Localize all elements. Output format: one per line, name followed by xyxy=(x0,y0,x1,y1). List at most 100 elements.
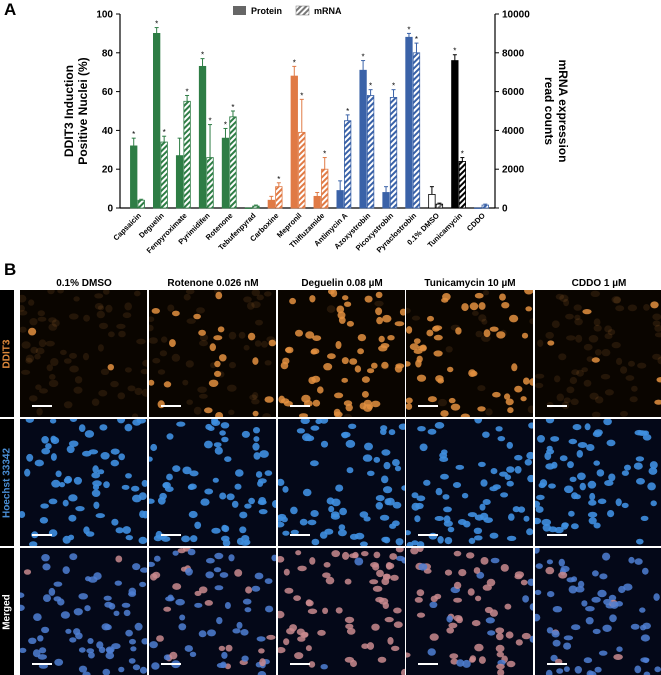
nucleus xyxy=(20,305,25,312)
nucleus xyxy=(110,459,120,467)
nucleus xyxy=(585,617,594,625)
nucleus xyxy=(595,396,604,404)
microscopy-column-title: Deguelin 0.08 µM xyxy=(301,278,383,289)
nucleus xyxy=(341,431,351,438)
nucleus xyxy=(43,594,51,602)
nucleus xyxy=(401,485,405,491)
nucleus xyxy=(654,324,661,332)
nucleus xyxy=(462,659,471,668)
nucleus xyxy=(97,344,104,352)
nucleus xyxy=(529,318,533,325)
nucleus xyxy=(214,360,221,368)
nucleus xyxy=(224,456,232,462)
nucleus xyxy=(652,353,661,360)
nucleus xyxy=(63,358,72,364)
nucleus xyxy=(561,522,569,530)
nucleus xyxy=(341,377,348,383)
panel-b-label: B xyxy=(4,260,17,279)
nucleus xyxy=(433,334,443,341)
microscopy-column-title: Tunicamycin 10 µM xyxy=(424,278,516,289)
nucleus xyxy=(546,559,553,565)
nucleus xyxy=(41,448,51,455)
nucleus xyxy=(649,461,658,469)
nucleus xyxy=(411,492,419,499)
nucleus xyxy=(63,477,72,484)
nucleus xyxy=(586,444,595,451)
nucleus xyxy=(383,573,391,580)
nucleus xyxy=(496,663,505,670)
nucleus xyxy=(398,423,405,430)
nucleus xyxy=(361,376,370,383)
nucleus xyxy=(361,643,369,649)
nucleus xyxy=(226,493,235,501)
nucleus xyxy=(427,648,436,656)
nucleus xyxy=(373,551,381,559)
nucleus xyxy=(621,470,629,476)
nucleus xyxy=(128,658,136,664)
nucleus xyxy=(577,580,585,588)
nucleus xyxy=(499,293,506,301)
nucleus xyxy=(92,484,100,491)
nucleus xyxy=(229,361,236,369)
nucleus xyxy=(199,393,208,399)
nucleus xyxy=(228,409,235,415)
nucleus xyxy=(475,595,482,602)
nucleus xyxy=(342,295,349,301)
nucleus xyxy=(426,329,434,337)
nucleus xyxy=(69,553,78,561)
nucleus xyxy=(558,558,565,567)
nucleus xyxy=(482,290,490,296)
nucleus xyxy=(656,378,661,384)
nucleus xyxy=(621,502,629,509)
nucleus xyxy=(317,386,324,394)
nucleus xyxy=(497,669,505,675)
nucleus xyxy=(367,368,375,374)
nucleus xyxy=(643,671,651,675)
nucleus xyxy=(419,344,427,352)
nucleus xyxy=(163,654,171,661)
nucleus xyxy=(204,440,213,449)
nucleus xyxy=(637,362,647,369)
nucleus xyxy=(236,621,243,629)
nucleus xyxy=(254,572,264,580)
nucleus xyxy=(251,301,261,309)
nucleus xyxy=(450,658,459,665)
nucleus xyxy=(618,585,626,594)
nucleus xyxy=(564,485,574,494)
nucleus xyxy=(49,374,56,380)
nucleus xyxy=(258,648,265,654)
nucleus xyxy=(284,587,294,594)
nucleus xyxy=(68,534,75,541)
nucleus xyxy=(310,510,319,517)
scale-bar xyxy=(418,534,438,536)
nucleus xyxy=(166,473,173,481)
nucleus xyxy=(604,389,614,396)
nucleus xyxy=(254,340,262,347)
nucleus xyxy=(433,325,443,331)
nucleus xyxy=(53,581,63,587)
nucleus xyxy=(372,585,383,592)
nucleus xyxy=(583,379,592,387)
nucleus xyxy=(84,605,91,612)
microscopy-tile xyxy=(406,548,533,675)
nucleus xyxy=(443,515,451,524)
nucleus xyxy=(629,396,638,403)
nucleus xyxy=(167,304,175,312)
nucleus xyxy=(54,658,64,666)
nucleus xyxy=(520,579,528,586)
protein-bar xyxy=(290,75,298,209)
nucleus xyxy=(523,377,530,385)
nucleus xyxy=(468,369,476,377)
nucleus xyxy=(268,339,276,347)
nucleus xyxy=(103,481,110,489)
nucleus xyxy=(252,442,260,451)
nucleus xyxy=(286,628,295,635)
nucleus xyxy=(642,434,652,441)
nucleus xyxy=(310,349,318,355)
nucleus xyxy=(584,423,591,431)
nucleus xyxy=(220,661,227,669)
nucleus xyxy=(86,648,95,654)
nucleus xyxy=(176,421,186,427)
nucleus xyxy=(468,537,476,544)
nucleus xyxy=(597,589,607,598)
